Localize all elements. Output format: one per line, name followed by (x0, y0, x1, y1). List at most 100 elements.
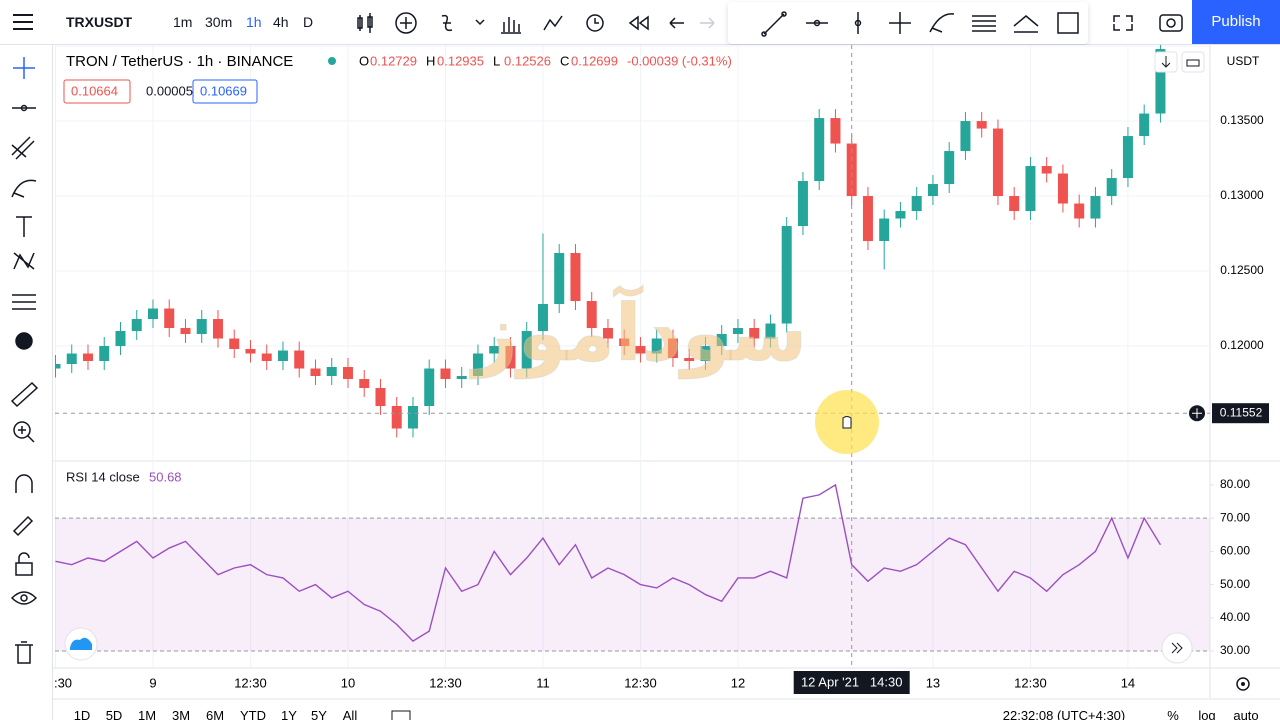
indicator-icon[interactable] (395, 12, 417, 34)
x-tick-label: 13 (926, 675, 940, 690)
undo-icon[interactable] (669, 17, 684, 29)
stay-drawing-tool[interactable] (12, 515, 34, 537)
candle-body (131, 319, 142, 332)
candle-body (1090, 196, 1101, 219)
brush-tool[interactable] (11, 179, 37, 198)
pattern-tool[interactable] (13, 252, 35, 270)
interval-button[interactable]: 1h (246, 14, 262, 30)
scale-option[interactable]: % (1167, 708, 1179, 720)
candle-body (82, 353, 93, 362)
scale-option[interactable]: log (1198, 708, 1215, 720)
x-tick-label: :30 (54, 675, 72, 690)
y-tick-label: 80.00 (1220, 477, 1250, 491)
ruler-tool[interactable] (10, 381, 39, 408)
range-button[interactable]: All (343, 708, 358, 720)
crosshair-time-box (793, 671, 910, 694)
order-button[interactable] (63, 79, 131, 104)
zoom-tool[interactable] (13, 421, 31, 439)
candle-body (1057, 173, 1068, 204)
candle-body (651, 338, 662, 354)
x-tick-label: 12:30 (234, 675, 267, 690)
menu-icon[interactable] (12, 12, 34, 32)
candle-body (342, 367, 353, 380)
clock: 22:32:08 (UTC+4:30) (1003, 708, 1125, 720)
range-button[interactable]: 5Y (311, 708, 327, 720)
candle-body (164, 308, 175, 329)
range-button[interactable]: 1M (138, 708, 156, 720)
fib-tool[interactable] (11, 136, 35, 160)
prediction-tool[interactable] (12, 294, 36, 310)
candle-body (326, 367, 337, 377)
brush-icon[interactable] (929, 13, 955, 33)
range-button[interactable]: 1Y (281, 708, 297, 720)
range-button[interactable]: 5D (106, 708, 123, 720)
reset-button[interactable] (1181, 51, 1205, 73)
interval-button[interactable]: 30m (205, 14, 233, 30)
cursor-tool[interactable] (13, 57, 35, 79)
delete-tool[interactable] (15, 641, 33, 664)
ohlc-key: C (560, 53, 569, 68)
currency-label[interactable]: USDT (1227, 54, 1260, 68)
crosshair-price-label: 0.11552 (1220, 405, 1263, 419)
order-button[interactable] (192, 79, 258, 104)
ohlc-value: 0.12729 (370, 53, 417, 68)
visibility-tool[interactable] (10, 591, 38, 605)
compare-icon[interactable] (501, 17, 521, 34)
template-icon[interactable] (543, 15, 563, 31)
fx-icon[interactable] (441, 14, 453, 32)
candle-body (781, 226, 792, 324)
crosshair: 0.11552 12 Apr '21 14:30 (55, 45, 1269, 694)
settings-icon[interactable] (1236, 677, 1250, 691)
candle-style-icon[interactable] (357, 13, 373, 33)
fib-icon[interactable] (972, 15, 996, 32)
pitchfork-icon[interactable] (1013, 15, 1039, 33)
replay-icon[interactable] (628, 15, 649, 31)
trend-line-icon[interactable] (763, 13, 785, 35)
interval-button[interactable]: D (303, 14, 314, 30)
candle-body (765, 323, 776, 339)
candle-body (456, 376, 467, 380)
publish-button[interactable]: Publish (1192, 0, 1280, 44)
candle-body (554, 253, 565, 305)
candle-body (521, 331, 532, 369)
x-tick-label: 14 (1121, 675, 1135, 690)
scale-option[interactable]: auto (1233, 708, 1258, 720)
candle-body (440, 368, 451, 380)
range-button[interactable]: YTD (240, 708, 266, 720)
rectangle-icon[interactable] (1057, 12, 1079, 34)
fullscreen-icon[interactable] (1113, 15, 1133, 31)
candle-body (814, 118, 825, 182)
ohlc-value: 0.12526 (504, 53, 551, 68)
text-tool[interactable] (16, 216, 32, 237)
calendar-icon[interactable] (391, 710, 411, 720)
lock-tool[interactable] (15, 562, 33, 576)
order-price: 0.00005 (146, 83, 193, 98)
candle-body (960, 121, 971, 152)
icon-tool[interactable] (15, 332, 33, 350)
interval-button[interactable]: 4h (273, 14, 289, 30)
candle-body (862, 196, 873, 242)
candle-body (797, 181, 808, 227)
alert-icon[interactable] (586, 14, 604, 32)
drawing-favorites-bar (728, 2, 1088, 44)
ohlc-legend: O 0.12729 H 0.12935 L 0.12526 C 0.12699 -0.00039… (359, 53, 732, 68)
candle-body (911, 196, 922, 212)
magnet-tool[interactable] (15, 474, 33, 493)
order-price: 0.10664 (71, 83, 118, 98)
snapshot-icon[interactable] (1159, 14, 1183, 32)
range-button[interactable]: 6M (206, 708, 224, 720)
ohlc-value: 0.12699 (571, 53, 618, 68)
symbol[interactable]: TRXUSDT (66, 14, 133, 30)
pane-controls: USDT (1154, 51, 1260, 73)
candle-body (245, 349, 256, 354)
range-button[interactable]: 1D (74, 708, 91, 720)
crosshair-price-box (1212, 403, 1269, 424)
top-toolbar: TRXUSDT (0, 0, 1280, 45)
interval-button[interactable]: 1m (173, 14, 193, 30)
cross-line-icon[interactable] (889, 12, 911, 34)
market-status-dot (328, 57, 336, 65)
range-button[interactable]: 3M (172, 708, 190, 720)
candle-body (1155, 49, 1166, 114)
candle-body (537, 304, 548, 332)
candle-body (180, 328, 191, 335)
